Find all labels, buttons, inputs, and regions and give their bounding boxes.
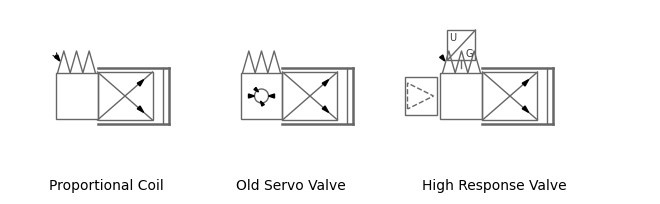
Polygon shape (440, 56, 445, 62)
Text: G: G (466, 49, 473, 59)
Polygon shape (322, 80, 329, 86)
Polygon shape (55, 56, 60, 62)
Text: High Response Valve: High Response Valve (422, 178, 566, 192)
Polygon shape (522, 80, 529, 86)
Polygon shape (249, 94, 255, 99)
Polygon shape (137, 106, 144, 113)
Text: Proportional Coil: Proportional Coil (49, 178, 164, 192)
Text: Old Servo Valve: Old Servo Valve (236, 178, 346, 192)
Polygon shape (322, 106, 329, 113)
Polygon shape (137, 80, 144, 86)
Polygon shape (522, 106, 529, 113)
Polygon shape (254, 88, 259, 93)
Polygon shape (261, 102, 265, 106)
Text: U: U (449, 33, 457, 43)
Polygon shape (269, 94, 275, 99)
